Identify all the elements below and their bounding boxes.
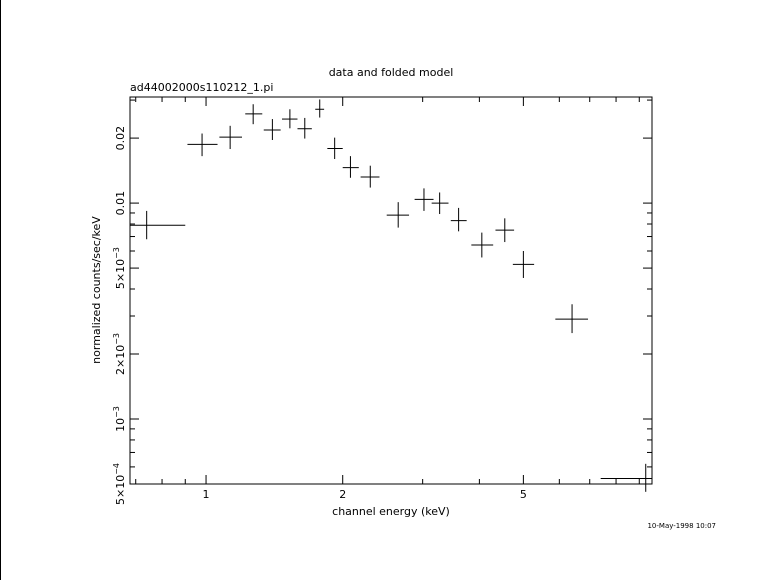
x-tick-labels: 1 2 5	[203, 488, 527, 501]
axis-ticks	[130, 97, 652, 485]
data-point	[600, 463, 652, 492]
data-point	[471, 232, 494, 258]
y-tick-label: 2×10−3	[112, 333, 127, 375]
data-point	[327, 137, 343, 160]
y-tick-label: 0.01	[114, 191, 127, 216]
data-point	[282, 109, 298, 129]
data-point	[263, 119, 281, 140]
data-point	[245, 104, 263, 125]
y-tick-label: 5×10−3	[112, 247, 127, 289]
data-point	[495, 218, 515, 243]
y-tick-label: 10−3	[112, 406, 127, 432]
timestamp: 10-May-1998 10:07	[647, 522, 716, 530]
chart-subtitle: ad44002000s110212_1.pi	[130, 81, 273, 94]
data-point	[431, 192, 449, 215]
data-point	[219, 125, 242, 150]
y-tick-labels: 5×10−4 10−3 2×10−3 5×10−3 0.01 0.02	[112, 126, 127, 505]
plot-frame	[129, 96, 653, 485]
data-points	[130, 99, 652, 492]
data-point	[450, 207, 467, 232]
data-point	[555, 304, 589, 334]
data-point	[187, 133, 218, 157]
x-tick-label: 2	[339, 488, 346, 501]
y-axis-label: normalized counts/sec/keV	[90, 216, 103, 364]
data-point	[360, 165, 380, 188]
x-axis-label: channel energy (keV)	[332, 505, 450, 518]
data-point	[130, 210, 186, 240]
y-tick-label: 0.02	[114, 126, 127, 151]
x-tick-label: 5	[520, 488, 527, 501]
data-point	[386, 202, 410, 228]
x-tick-label: 1	[203, 488, 210, 501]
y-tick-label: 5×10−4	[112, 463, 127, 505]
data-point	[414, 188, 434, 211]
data-point	[315, 99, 325, 118]
data-point	[297, 117, 312, 139]
window-left-edge	[0, 0, 1, 580]
data-point	[512, 250, 535, 278]
chart-title: data and folded model	[329, 66, 454, 79]
data-point	[342, 156, 359, 178]
